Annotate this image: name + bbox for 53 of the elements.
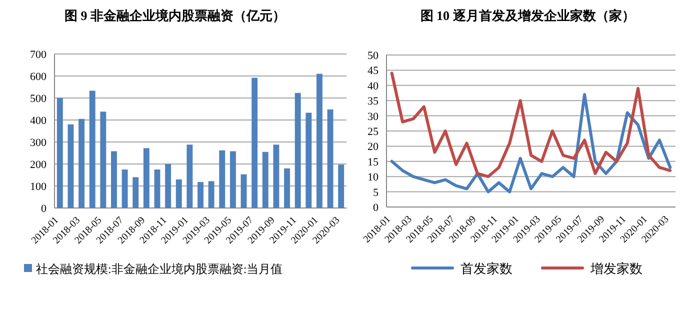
bar (230, 151, 236, 208)
bar (306, 112, 312, 208)
chart-title: 图 10 逐月首发及增发企业家数（家） (420, 8, 635, 23)
bar (252, 78, 258, 208)
y-tick-label: 35 (368, 96, 379, 108)
bar (273, 144, 280, 208)
bar (68, 124, 74, 208)
bar (132, 177, 139, 208)
legend-label: 首发家数 (460, 261, 512, 276)
y-tick-label: 500 (30, 93, 47, 105)
legend-label: 增发家数 (590, 261, 642, 276)
bar (111, 151, 117, 208)
y-tick-label: 200 (30, 159, 47, 171)
y-tick-label: 20 (368, 141, 379, 154)
bar (165, 164, 172, 208)
bar (338, 164, 344, 208)
chart-title: 图 9 非金融企业境内股票融资（亿元） (64, 8, 286, 23)
bar (208, 181, 214, 208)
y-tick-label: 700 (30, 49, 47, 61)
bar (316, 74, 322, 208)
bar (240, 174, 247, 208)
bar (186, 144, 193, 208)
y-tick-label: 0 (41, 203, 47, 215)
y-tick-label: 40 (368, 80, 379, 92)
bar (143, 148, 150, 208)
bar (219, 150, 226, 208)
y-tick-label: 400 (30, 115, 47, 127)
y-tick-label: 100 (30, 181, 47, 193)
line-series (390, 72, 672, 178)
bar (176, 179, 182, 208)
y-tick-label: 50 (368, 50, 379, 62)
bar (327, 109, 334, 208)
y-tick-label: 10 (368, 172, 379, 184)
legend-label: 社会融资规模:非金融企业境内股票融资:当月值 (36, 262, 283, 276)
y-tick-label: 300 (30, 137, 47, 149)
line-series (390, 93, 672, 194)
bar (100, 112, 106, 208)
bar (294, 92, 301, 208)
y-tick-label: 600 (30, 71, 47, 83)
bar (122, 170, 128, 208)
y-tick-label: 0 (373, 202, 379, 214)
bar (284, 168, 290, 208)
bar (198, 182, 204, 208)
bar (89, 90, 96, 208)
y-tick-label: 45 (368, 65, 379, 78)
bar (78, 118, 85, 208)
bar (262, 152, 268, 208)
y-tick-label: 5 (373, 186, 379, 199)
y-tick-label: 25 (368, 126, 379, 138)
y-tick-label: 15 (368, 156, 379, 168)
y-tick-label: 30 (368, 110, 379, 123)
bar (154, 170, 160, 208)
bar (56, 98, 63, 208)
